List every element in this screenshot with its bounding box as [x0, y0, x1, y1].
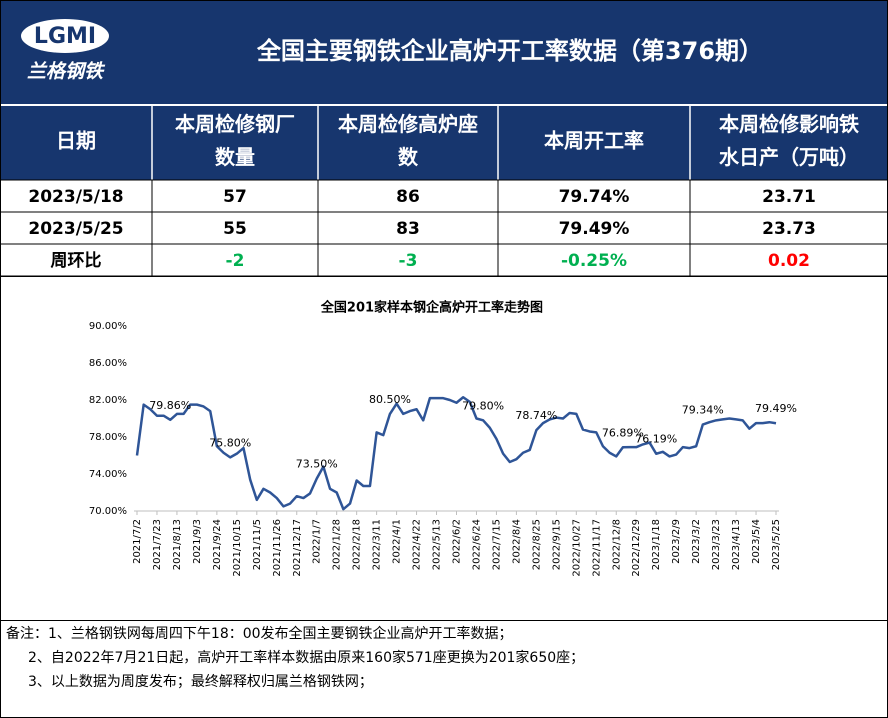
column-header: 本周检修高炉座 [338, 112, 478, 136]
table-cell: 2023/5/18 [28, 187, 123, 207]
x-tick-label: 2021/7/2 [132, 519, 143, 564]
data-label: 73.50% [296, 458, 338, 471]
x-tick-label: 2023/5/25 [771, 519, 782, 570]
x-tick-label: 2022/8/4 [511, 519, 522, 564]
x-tick-label: 2021/11/5 [252, 519, 263, 570]
change-cell: -2 [226, 251, 245, 271]
x-tick-label: 2022/5/13 [432, 519, 443, 570]
x-tick-label: 2022/2/18 [352, 519, 363, 570]
x-tick-label: 2023/3/23 [711, 519, 722, 570]
y-tick-label: 70.00% [89, 506, 127, 517]
y-tick-label: 82.00% [89, 395, 127, 406]
x-tick-label: 2021/12/17 [292, 519, 303, 577]
column-header: 本周检修影响铁 [719, 112, 859, 136]
y-tick-label: 74.00% [89, 469, 127, 480]
x-tick-label: 2023/4/13 [731, 519, 742, 570]
x-tick-label: 2022/3/11 [372, 519, 383, 570]
x-tick-label: 2021/9/24 [212, 519, 223, 570]
x-tick-label: 2022/7/15 [491, 519, 502, 570]
y-tick-label: 78.00% [89, 432, 127, 443]
header-band [0, 0, 888, 180]
x-tick-label: 2022/12/8 [611, 519, 622, 570]
table-cell: 23.71 [762, 187, 816, 207]
table-cell: 86 [396, 187, 420, 207]
y-tick-label: 86.00% [89, 358, 127, 369]
change-label: 周环比 [51, 250, 102, 271]
x-tick-label: 2023/5/4 [751, 519, 762, 564]
note-line: 2、自2022年7月21日起，高炉开工率样本数据由原来160家571座更换为20… [28, 649, 584, 666]
note-line: 备注：1、兰格钢铁网每周四下午18：00发布全国主要钢铁企业高炉开工率数据； [6, 625, 513, 642]
x-tick-label: 2021/10/15 [232, 519, 243, 577]
x-tick-label: 2022/6/24 [471, 519, 482, 570]
table-cell: 83 [396, 219, 420, 239]
x-tick-label: 2022/12/29 [631, 519, 642, 577]
x-tick-label: 2023/3/2 [691, 519, 702, 564]
x-tick-label: 2022/10/27 [571, 519, 582, 577]
data-label: 75.80% [209, 436, 251, 449]
table-cell: 55 [223, 219, 247, 239]
column-header: 水日产（万吨） [719, 145, 859, 169]
logo-name: 兰格钢铁 [27, 61, 106, 83]
table-cell: 79.49% [559, 219, 630, 239]
data-label: 80.50% [369, 393, 411, 406]
data-label: 78.74% [515, 409, 557, 422]
x-tick-label: 2021/11/26 [272, 519, 283, 577]
chart-title: 全国201家样本钢企高炉开工率走势图 [320, 300, 543, 316]
table-cell: 2023/5/25 [28, 219, 123, 239]
change-cell: 0.02 [768, 251, 810, 271]
change-cell: -3 [399, 251, 418, 271]
x-tick-label: 2023/2/9 [671, 519, 682, 564]
x-tick-label: 2022/9/15 [551, 519, 562, 570]
data-label: 79.86% [149, 399, 191, 412]
table-cell: 79.74% [559, 187, 630, 207]
column-header: 数 [398, 145, 419, 169]
column-header: 数量 [215, 145, 255, 169]
x-tick-label: 2022/8/25 [531, 519, 542, 570]
logo-badge [21, 19, 109, 53]
change-cell: -0.25% [561, 251, 627, 271]
data-label: 76.89% [602, 426, 644, 439]
data-label: 79.34% [682, 404, 724, 417]
table-cell: 57 [223, 187, 247, 207]
x-tick-label: 2023/1/18 [651, 519, 662, 570]
data-label: 79.80% [462, 399, 504, 412]
x-tick-label: 2021/9/3 [192, 519, 203, 564]
x-tick-label: 2022/4/1 [392, 519, 403, 564]
y-tick-label: 90.00% [89, 321, 127, 332]
series-line [135, 395, 777, 511]
column-header: 日期 [56, 129, 96, 153]
logo-mark: LGMI [34, 24, 96, 49]
x-tick-label: 2022/11/17 [591, 519, 602, 577]
column-header: 本周开工率 [544, 129, 644, 153]
x-tick-label: 2022/1/7 [312, 519, 323, 564]
x-tick-label: 2022/4/22 [412, 519, 423, 570]
note-line: 3、以上数据为周度发布；最终解释权归属兰格钢铁网； [28, 673, 373, 690]
data-label: 79.49% [755, 402, 797, 415]
x-tick-label: 2022/1/28 [332, 519, 343, 570]
page-title: 全国主要钢铁企业高炉开工率数据（第376期） [256, 37, 763, 65]
x-tick-label: 2021/8/13 [172, 519, 183, 570]
x-tick-label: 2021/7/23 [152, 519, 163, 570]
x-tick-label: 2022/6/2 [452, 519, 463, 564]
table-cell: 23.73 [762, 219, 816, 239]
column-header: 本周检修钢厂 [175, 112, 295, 136]
data-label: 76.19% [635, 433, 677, 446]
